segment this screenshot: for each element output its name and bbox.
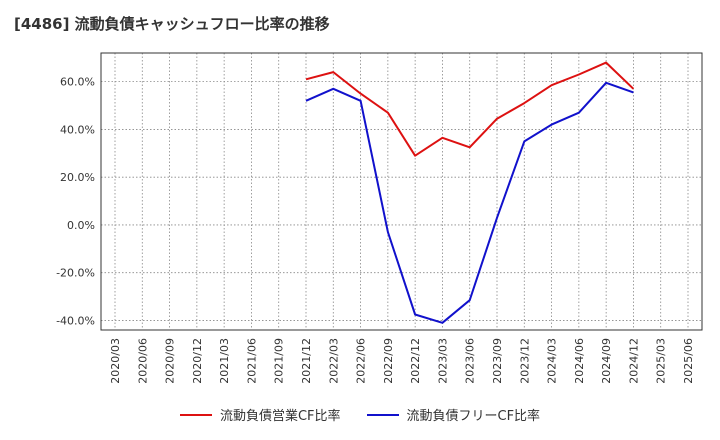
x-tick-label: 2023/09 (491, 338, 504, 384)
y-tick-label: 60.0% (60, 76, 95, 89)
legend-swatch-free-cf (366, 413, 399, 416)
x-tick-label: 2022/03 (327, 338, 340, 384)
x-tick-label: 2022/09 (382, 338, 395, 384)
x-axis-ticks: 2020/03 2020/06 2020/09 2020/12 2021/03 2021/… (109, 338, 695, 384)
x-tick-label: 2025/06 (682, 338, 695, 384)
series-lines (305, 61, 635, 324)
y-tick-label: 0.0% (67, 219, 95, 232)
x-tick-label: 2021/09 (273, 338, 286, 384)
series-line-0 (305, 61, 635, 157)
y-tick-label: -40.0% (56, 314, 95, 327)
y-axis-ticks: 60.0% 40.0% 20.0% 0.0% -20.0% -40.0% (56, 76, 95, 328)
x-tick-label: 2021/03 (218, 338, 231, 384)
x-tick-label: 2024/03 (546, 338, 559, 384)
x-tick-label: 2020/12 (191, 338, 204, 384)
y-tick-label: 40.0% (60, 123, 95, 136)
legend-label-operating-cf: 流動負債営業CF比率 (219, 409, 341, 424)
legend-swatch-operating-cf (179, 413, 212, 416)
x-tick-label: 2025/03 (655, 338, 668, 384)
x-tick-label: 2023/06 (464, 338, 477, 384)
x-tick-label: 2021/12 (300, 338, 313, 384)
x-tick-label: 2020/06 (136, 338, 149, 384)
x-tick-label: 2020/03 (109, 338, 122, 384)
x-tick-label: 2023/12 (518, 338, 531, 384)
legend: 流動負債営業CF比率 流動負債フリーCF比率 (0, 405, 720, 424)
legend-label-free-cf: 流動負債フリーCF比率 (406, 409, 541, 424)
x-tick-label: 2022/06 (355, 338, 368, 384)
plot-frame (100, 52, 703, 331)
chart-title: [4486] 流動負債キャッシュフロー比率の推移 (14, 15, 330, 33)
y-tick-label: -20.0% (56, 267, 95, 280)
x-tick-label: 2023/03 (436, 338, 449, 384)
x-tick-label: 2024/06 (573, 338, 586, 384)
legend-item-operating-cf: 流動負債営業CF比率 (179, 405, 341, 424)
line-chart: 60.0%40.0%20.0%0.0%-20.0%-40.0% 2020/03 2… (56, 52, 703, 384)
x-tick-label: 2020/09 (164, 338, 177, 384)
legend-item-free-cf: 流動負債フリーCF比率 (366, 405, 541, 424)
grid (101, 53, 702, 330)
x-tick-label: 2022/12 (409, 338, 422, 384)
x-tick-label: 2021/06 (245, 338, 258, 384)
series-line-1 (305, 81, 634, 324)
x-tick-label: 2024/09 (600, 338, 613, 384)
y-tick-label: 20.0% (60, 171, 95, 184)
x-tick-label: 2024/12 (627, 338, 640, 384)
